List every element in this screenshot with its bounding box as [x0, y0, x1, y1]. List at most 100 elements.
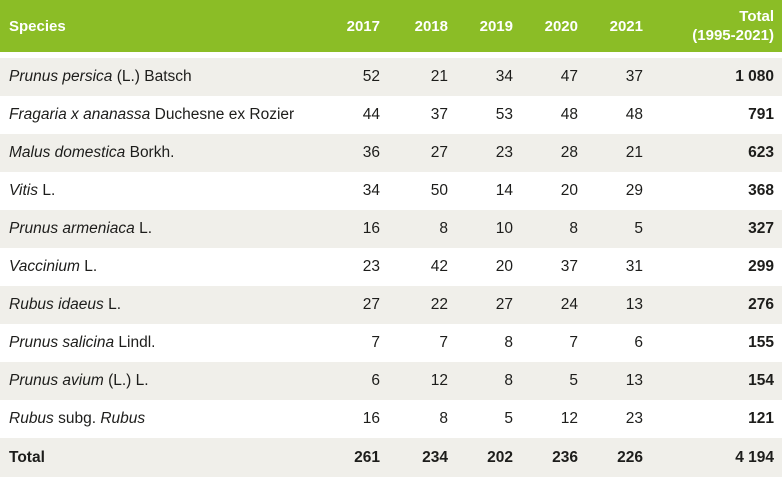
year-value-cell: 34 [448, 55, 513, 96]
year-value-cell: 8 [380, 210, 448, 248]
year-value-cell: 5 [578, 210, 643, 248]
table-row: Rubus subg. Rubus 16 8 5 12 23 121 [0, 400, 782, 438]
total-row: Total 261 234 202 236 226 4 194 [0, 438, 782, 477]
table-row: Prunus salicina Lindl. 7 7 8 7 6 155 [0, 324, 782, 362]
table-row: Fragaria x ananassa Duchesne ex Rozier 44… [0, 96, 782, 134]
year-value-cell: 27 [380, 134, 448, 172]
year-value-cell: 8 [513, 210, 578, 248]
species-name-cell: Vitis L. [0, 172, 315, 210]
year-value-cell: 37 [560, 258, 578, 275]
year-value-cell: 8 [448, 362, 513, 400]
species-name-cell: Prunus avium (L.) L. [0, 362, 315, 400]
year-value-cell: 22 [380, 286, 448, 324]
year-value-cell: 10 [448, 210, 513, 248]
year-value-cell: 7 [439, 334, 448, 351]
row-total-cell: 368 [748, 182, 774, 199]
year-value-cell: 52 [315, 55, 380, 96]
species-latin-name: Vitis [9, 182, 39, 199]
species-latin-name: Vaccinium [9, 258, 80, 275]
year-value-cell: 12 [380, 362, 448, 400]
species-author-text: L. [38, 182, 56, 199]
year-value-cell: 6 [315, 362, 380, 400]
total-header-line1: Total [739, 8, 774, 25]
year-value-cell: 21 [380, 55, 448, 96]
year-value-cell: 53 [495, 106, 513, 123]
table-row: Prunus avium (L.) L. 6 12 8 5 13 154 [0, 362, 782, 400]
total-2019-cell: 202 [448, 438, 513, 477]
table-row: Prunus persica (L.) Batsch 52 21 34 47 37 1 08… [0, 55, 782, 96]
table-footer: Total 261 234 202 236 226 4 194 [0, 438, 782, 477]
species-name-cell: Prunus armeniaca L. [0, 210, 315, 248]
year-value-cell: 47 [513, 55, 578, 96]
species-latin-name: Rubus [9, 410, 54, 427]
row-total-cell: 121 [748, 410, 774, 427]
row-total-cell: 299 [748, 258, 774, 275]
table-body: Prunus persica (L.) Batsch 52 21 34 47 37 1 08… [0, 55, 782, 438]
row-total-cell: 791 [748, 106, 774, 123]
year-value-cell: 48 [625, 106, 643, 123]
header-row: Species 2017 2018 2019 2020 2021 Total (… [0, 0, 782, 58]
species-name-cell: Prunus salicina Lindl. [0, 324, 315, 362]
year-value-cell: 20 [560, 182, 578, 199]
year-value-cell: 50 [430, 182, 448, 199]
species-author-text: L. [79, 258, 98, 275]
year-value-cell: 37 [578, 55, 643, 96]
year-value-cell: 16 [315, 210, 380, 248]
species-latin-name: Rubus idaeus [9, 296, 104, 313]
year-value-cell: 8 [504, 334, 513, 351]
species-author-text: Borkh. [125, 144, 175, 161]
species-name-cell: Rubus subg. Rubus [0, 400, 315, 438]
total-row-label: Total [0, 438, 315, 477]
year-value-cell: 31 [625, 258, 643, 275]
table-row: Malus domestica Borkh. 36 27 23 28 21 623 [0, 134, 782, 172]
year-value-cell: 14 [495, 182, 513, 199]
year-value-cell: 23 [625, 410, 643, 427]
year-value-cell: 16 [362, 410, 380, 427]
year-value-cell: 23 [362, 258, 380, 275]
grand-total-cell: 4 194 [643, 438, 782, 477]
year-value-cell: 13 [578, 286, 643, 324]
species-latin-name: Prunus salicina [9, 334, 115, 351]
total-2021-cell: 226 [578, 438, 643, 477]
year-value-cell: 21 [578, 134, 643, 172]
total-2017-cell: 261 [315, 438, 380, 477]
year-value-cell: 27 [448, 286, 513, 324]
table-row: Vitis L. 34 50 14 20 29 368 [0, 172, 782, 210]
year-value-cell: 12 [560, 410, 578, 427]
column-header-total: Total (1995-2021) [643, 0, 782, 58]
species-author-text: Duchesne ex Rozier [150, 106, 295, 123]
species-name-cell: Vaccinium L. [0, 248, 315, 286]
year-value-cell: 7 [569, 334, 578, 351]
species-author-text: (L.) L. [103, 372, 149, 389]
species-name-cell: Fragaria x ananassa Duchesne ex Rozier [0, 96, 315, 134]
species-author-text: L. [103, 296, 122, 313]
species-author-text: subg. [53, 410, 101, 427]
species-latin-name: Rubus [100, 410, 146, 427]
column-header-species: Species [0, 0, 315, 58]
year-value-cell: 20 [495, 258, 513, 275]
species-latin-name: Prunus avium [9, 372, 104, 389]
row-total-cell: 154 [643, 362, 782, 400]
year-value-cell: 44 [362, 106, 380, 123]
year-value-cell: 48 [560, 106, 578, 123]
year-value-cell: 42 [430, 258, 448, 275]
year-value-cell: 28 [513, 134, 578, 172]
year-value-cell: 8 [439, 410, 448, 427]
total-2020-cell: 236 [513, 438, 578, 477]
column-header-2018: 2018 [380, 0, 448, 58]
row-total-cell: 623 [643, 134, 782, 172]
table-row: Prunus armeniaca L. 16 8 10 8 5 327 [0, 210, 782, 248]
column-header-2019: 2019 [448, 0, 513, 58]
total-2018-cell: 234 [380, 438, 448, 477]
year-value-cell: 24 [513, 286, 578, 324]
table-row: Rubus idaeus L. 27 22 27 24 13 276 [0, 286, 782, 324]
year-value-cell: 36 [315, 134, 380, 172]
column-header-2017: 2017 [315, 0, 380, 58]
year-value-cell: 27 [315, 286, 380, 324]
species-author-text: (L.) Batsch [112, 68, 192, 85]
row-total-cell: 327 [643, 210, 782, 248]
species-name-cell: Prunus persica (L.) Batsch [0, 55, 315, 96]
species-author-text: Lindl. [114, 334, 156, 351]
year-value-cell: 37 [430, 106, 448, 123]
